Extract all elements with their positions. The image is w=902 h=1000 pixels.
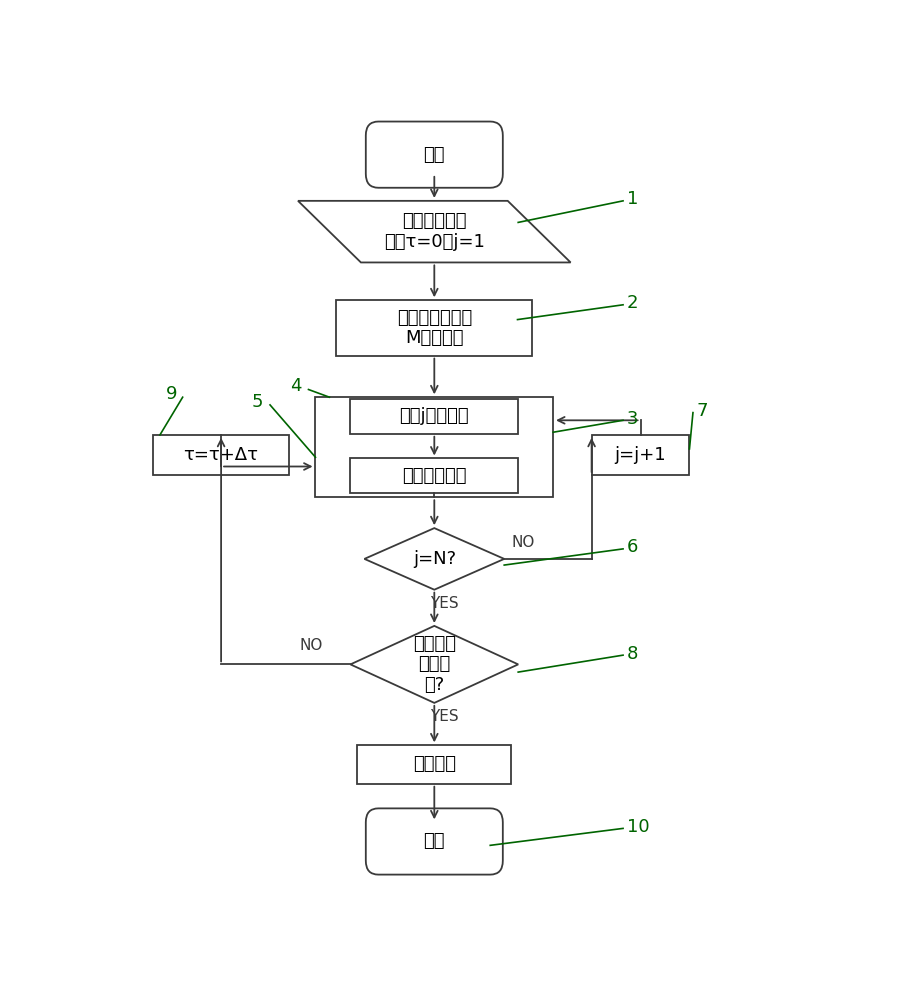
- Text: YES: YES: [430, 709, 459, 724]
- Text: 将加热炉划分为
M个计算段: 将加热炉划分为 M个计算段: [397, 308, 472, 347]
- Bar: [153, 435, 290, 475]
- Text: 5: 5: [252, 393, 263, 411]
- Text: 8: 8: [627, 645, 638, 663]
- Text: 钢坯j位置跟踪: 钢坯j位置跟踪: [400, 407, 469, 425]
- Text: YES: YES: [430, 596, 459, 611]
- Text: 9: 9: [166, 385, 177, 403]
- Text: NO: NO: [299, 638, 323, 653]
- Bar: [350, 399, 519, 434]
- Text: 7: 7: [696, 402, 708, 420]
- Text: 开始: 开始: [424, 146, 445, 164]
- Text: 2: 2: [627, 294, 638, 312]
- Text: τ=τ+Δτ: τ=τ+Δτ: [184, 446, 259, 464]
- Text: j=j+1: j=j+1: [615, 446, 667, 464]
- Bar: [350, 458, 519, 493]
- Text: 6: 6: [627, 538, 638, 556]
- Bar: [336, 300, 532, 356]
- Polygon shape: [350, 626, 519, 703]
- Bar: [592, 435, 689, 475]
- Bar: [357, 745, 511, 784]
- Text: 4: 4: [290, 377, 301, 395]
- Polygon shape: [298, 201, 571, 262]
- Text: 到达炉温
决策周
期?: 到达炉温 决策周 期?: [413, 635, 456, 694]
- Text: 钢坯温度跟踪: 钢坯温度跟踪: [402, 467, 466, 485]
- Text: 计算参数初始
化、τ=0、j=1: 计算参数初始 化、τ=0、j=1: [384, 212, 484, 251]
- Text: 10: 10: [627, 818, 649, 836]
- Bar: [316, 397, 553, 497]
- Text: j=N?: j=N?: [413, 550, 456, 568]
- Text: NO: NO: [511, 535, 535, 550]
- Text: 结束: 结束: [424, 832, 445, 850]
- Text: 3: 3: [627, 410, 638, 428]
- Text: 炉温决策: 炉温决策: [413, 755, 456, 773]
- Polygon shape: [364, 528, 504, 590]
- FancyBboxPatch shape: [366, 808, 502, 875]
- FancyBboxPatch shape: [366, 122, 502, 188]
- Text: 1: 1: [627, 190, 638, 208]
